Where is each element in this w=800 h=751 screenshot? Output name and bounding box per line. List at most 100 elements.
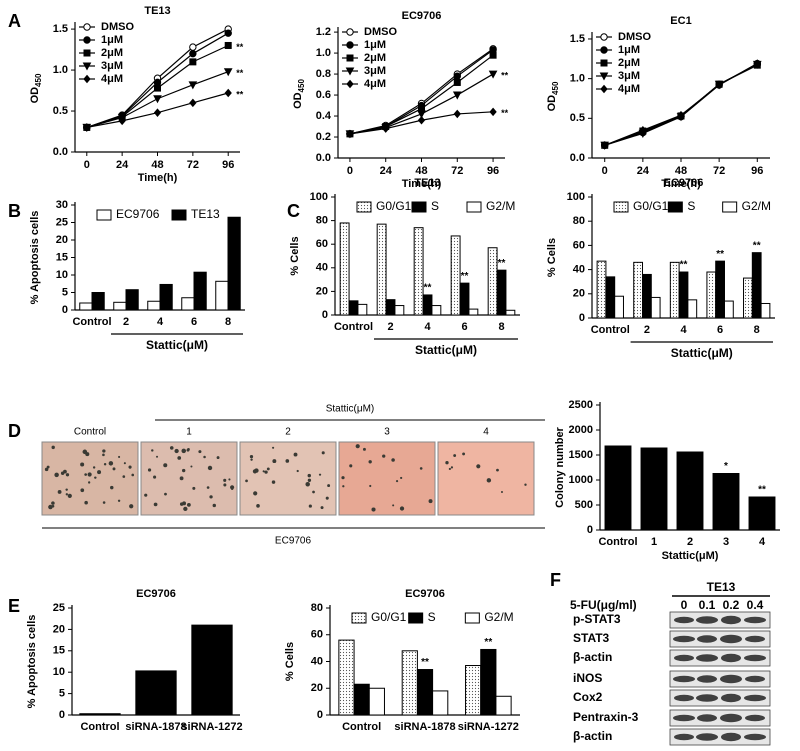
bar <box>751 252 762 319</box>
y-tick-label: 80 <box>316 215 328 227</box>
micrograph <box>239 441 337 516</box>
y-axis-label: % Cells <box>289 236 301 275</box>
dose-label: 0 <box>681 598 688 612</box>
colony <box>179 502 184 506</box>
marker <box>489 107 497 117</box>
image-label: 4 <box>483 427 489 438</box>
bar <box>385 299 396 316</box>
legend-swatch <box>171 209 187 221</box>
legend-swatch <box>356 201 372 213</box>
colony <box>128 465 132 469</box>
legend-swatch <box>667 201 683 213</box>
x-tick-label: siRNA-1878 <box>125 721 186 733</box>
dose-label: 0.1 <box>699 598 716 612</box>
colony <box>223 483 227 487</box>
y-tick-label: 20 <box>53 623 65 635</box>
colony <box>57 490 62 494</box>
legend-marker <box>600 33 608 41</box>
bar <box>468 308 479 316</box>
bar <box>633 261 644 319</box>
legend-label: G0/G1 <box>376 199 412 213</box>
colony <box>228 478 231 481</box>
legend-label: G2/M <box>742 199 771 213</box>
y-tick-label: 0 <box>322 309 328 321</box>
marker <box>189 58 197 66</box>
y-tick-label: 20 <box>573 288 585 300</box>
colony <box>181 468 186 473</box>
colony <box>153 502 158 507</box>
y-tick-label: 100 <box>310 191 328 203</box>
colony <box>65 473 70 477</box>
band <box>697 675 717 683</box>
colony <box>102 501 106 504</box>
colony <box>177 456 182 460</box>
y-tick-label: 0.8 <box>316 68 331 80</box>
y-tick-label: 0.4 <box>316 110 332 122</box>
colony <box>85 452 90 457</box>
bar <box>413 227 424 316</box>
colony <box>212 503 216 508</box>
colony <box>207 465 213 471</box>
micrograph <box>41 441 139 516</box>
y-tick-label: 25 <box>53 602 65 614</box>
y-tick-label: 60 <box>573 239 585 251</box>
y-tick-label: 0.0 <box>570 152 585 164</box>
colony <box>264 470 268 474</box>
colony <box>102 449 106 453</box>
x-tick-label: 72 <box>187 159 199 171</box>
significance: ** <box>236 68 244 78</box>
colony <box>206 486 210 489</box>
colony <box>48 504 53 510</box>
colony <box>342 485 345 488</box>
legend-marker <box>82 62 92 71</box>
bar <box>669 261 680 319</box>
colony <box>395 480 399 483</box>
x-tick-label: 48 <box>675 165 687 177</box>
marker <box>188 81 198 90</box>
bar <box>416 669 434 716</box>
x-tick-label: siRNA-1272 <box>181 721 242 733</box>
bar <box>422 294 433 316</box>
colony <box>51 501 55 505</box>
colony <box>362 447 366 451</box>
significance: ** <box>753 240 761 251</box>
panel-letter: B <box>8 201 21 221</box>
x-tick-label: 6 <box>191 316 197 328</box>
legend-label: DMSO <box>618 31 651 43</box>
significance: * <box>724 461 728 472</box>
y-axis-label: % Apoptosis cells <box>29 211 41 305</box>
y-label-main: % Cells <box>284 642 296 681</box>
colony <box>245 479 248 483</box>
colony <box>524 483 527 486</box>
legend-label: 2μM <box>364 52 386 64</box>
colony <box>216 456 220 460</box>
x-tick-label: siRNA-1878 <box>394 721 455 733</box>
colony <box>129 504 134 509</box>
bar <box>357 303 368 316</box>
y-tick-label: 0.0 <box>53 146 68 158</box>
legend-swatch <box>408 612 424 624</box>
colony <box>253 491 258 496</box>
protein-label: Cox2 <box>573 690 603 704</box>
marker <box>453 109 461 119</box>
y-tick-label: 0.5 <box>53 105 68 117</box>
colony <box>67 493 72 498</box>
band <box>674 654 694 662</box>
panel-letter: A <box>8 11 21 31</box>
bar <box>642 273 652 319</box>
y-tick-label: 0 <box>579 312 585 324</box>
legend-label: 2μM <box>618 57 640 69</box>
colony <box>203 455 206 459</box>
colony <box>153 475 157 479</box>
x-tick-label: 72 <box>451 165 463 177</box>
y-tick-label: 0.0 <box>316 152 331 164</box>
colony <box>44 467 49 472</box>
band <box>720 634 742 644</box>
bar <box>604 445 632 531</box>
colony <box>355 444 360 449</box>
colony <box>164 492 167 496</box>
x-tick-label: 48 <box>151 159 163 171</box>
significance: ** <box>501 108 509 118</box>
bar <box>743 277 753 319</box>
legend-label: 1μM <box>618 44 640 56</box>
